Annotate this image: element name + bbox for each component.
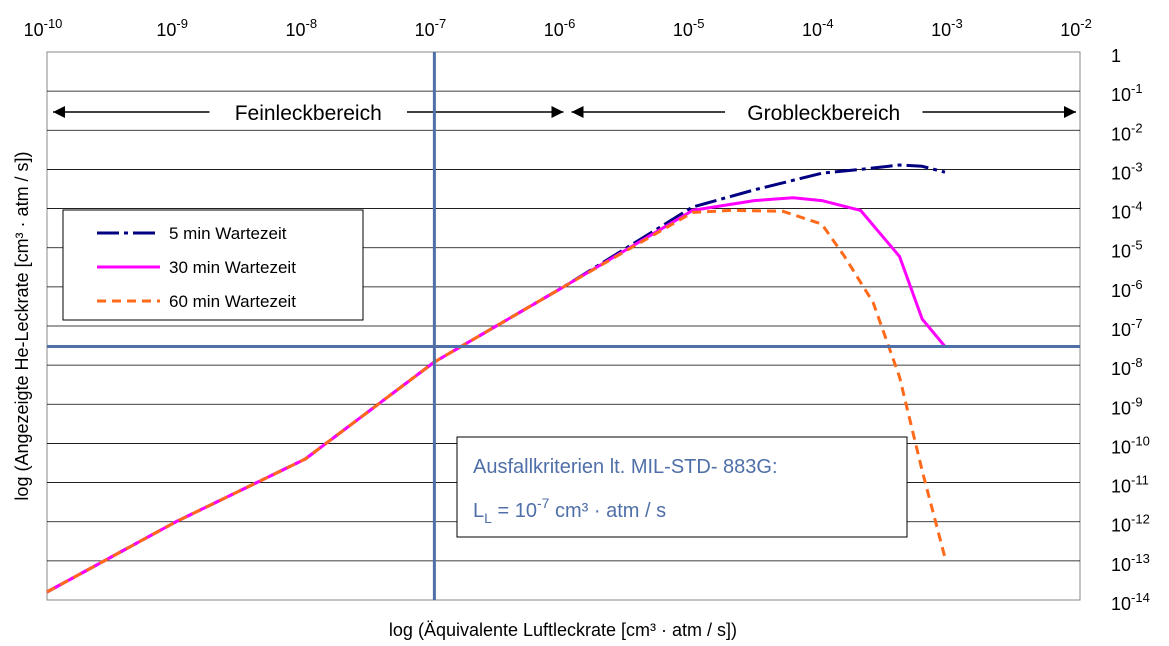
y-tick-label: 1 (1111, 46, 1121, 66)
legend-label-30min: 30 min Wartezeit (169, 258, 296, 277)
y-tick-label: 10-4 (1111, 199, 1143, 223)
annotation-formula: LL = 10-7 cm³ · atm / s (473, 495, 666, 526)
y-tick-label: 10-7 (1111, 316, 1143, 340)
series-lines (46, 163, 947, 594)
y-tick-label: 10-10 (1111, 433, 1150, 457)
legend-label-60min: 60 min Wartezeit (169, 292, 296, 311)
series-line (46, 208, 947, 594)
region-label: Feinleckbereich (235, 102, 382, 125)
y-tick-label: 10-8 (1111, 355, 1143, 379)
annotation-l-sub: L (484, 510, 492, 526)
annotation-l-base: L (473, 500, 484, 522)
y-tick-label: 10-5 (1111, 238, 1143, 262)
annotation-frame (456, 436, 908, 538)
y-tick-labels: 1 10-1 10-2 10-3 10-4 10-5 10-6 10-7 10-8 10-9 10-… (1111, 46, 1150, 614)
annotation-eq-post: cm³ · atm / s (549, 500, 666, 522)
x-tick-label: 10-7 (415, 16, 447, 40)
x-tick-label: 10-5 (673, 16, 705, 40)
reference-lines (47, 52, 1080, 600)
x-tick-label: 10-2 (1060, 16, 1092, 40)
x-tick-label: 10-6 (544, 16, 576, 40)
y-axis-label: log (Angezeigte He-Leckrate [cm³ · atm /… (12, 151, 32, 500)
x-axis-label: log (Äquivalente Luftleckrate [cm³ · atm… (389, 620, 737, 640)
x-tick-label: 10-4 (802, 16, 834, 40)
region-label: Grobleckbereich (747, 102, 900, 125)
y-tick-label: 10-1 (1111, 81, 1143, 105)
y-tick-label: 10-14 (1111, 590, 1150, 614)
y-tick-label: 10-13 (1111, 551, 1150, 575)
annotation-criteria: Ausfallkriterien lt. MIL-STD- 883G: (473, 456, 778, 478)
x-tick-label: 10-3 (931, 16, 963, 40)
annotation-eq-exp: -7 (537, 495, 550, 511)
annotation-eq-pre: = 10 (492, 500, 537, 522)
legend-label-5min: 5 min Wartezeit (169, 224, 287, 243)
y-tick-label: 10-6 (1111, 277, 1143, 301)
x-tick-label: 10-8 (285, 16, 317, 40)
y-tick-label: 10-12 (1111, 512, 1150, 536)
y-tick-label: 10-3 (1111, 159, 1143, 183)
x-tick-labels: 10-10 10-9 10-8 10-7 10-6 10-5 10-4 10-3 10-2 (24, 16, 1092, 40)
x-tick-label: 10-9 (156, 16, 188, 40)
y-tick-label: 10-2 (1111, 120, 1143, 144)
legend: 5 min Wartezeit 30 min Wartezeit 60 min … (62, 209, 364, 321)
y-tick-label: 10-11 (1111, 473, 1149, 497)
x-tick-label: 10-10 (24, 16, 63, 40)
y-tick-label: 10-9 (1111, 394, 1143, 418)
annotation-box: Ausfallkriterien lt. MIL-STD- 883G: LL =… (456, 436, 908, 538)
region-labels: Feinleckbereich Grobleckbereich (53, 102, 1076, 125)
